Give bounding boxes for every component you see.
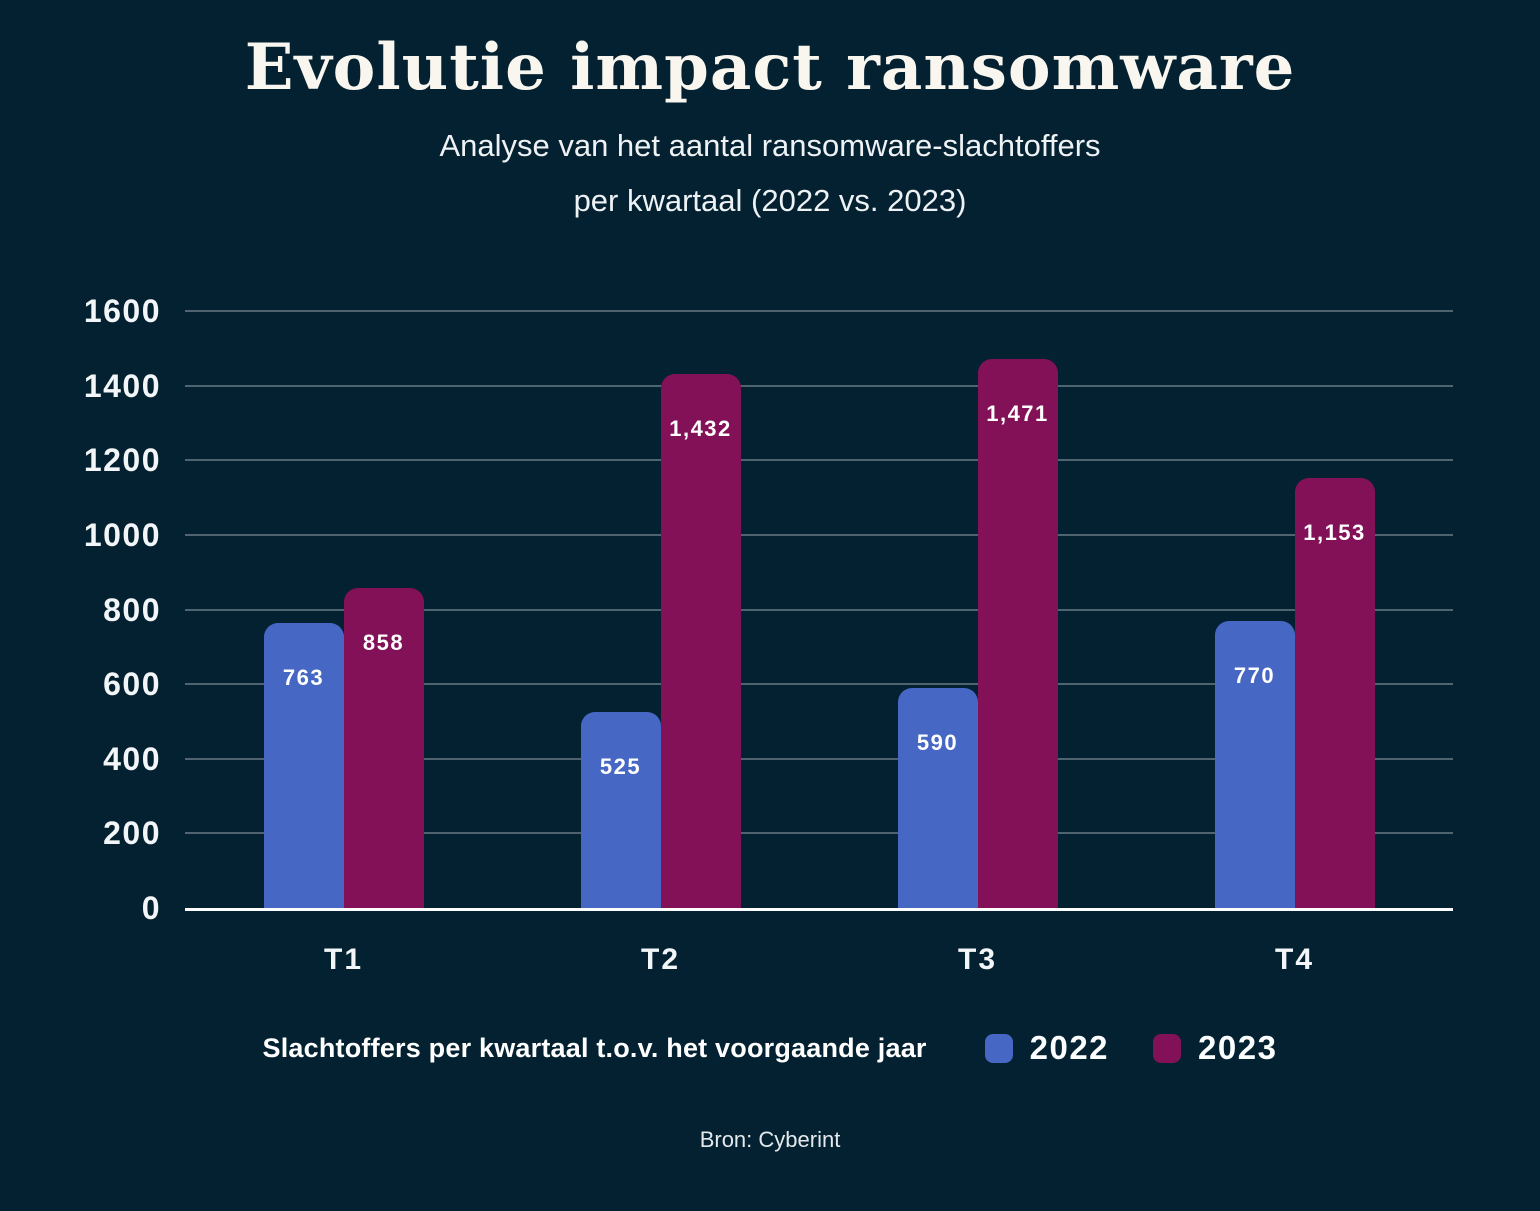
bar-2023-T1: 858 [343,587,424,908]
value-label-2022-T3: 590 [916,729,959,755]
gridline-400 [185,757,1453,760]
y-tick-label-1200: 1200 [83,442,161,479]
y-tick-label-1400: 1400 [83,367,161,404]
gridline-1600 [185,310,1453,312]
chart-subtitle: Analyse van het aantal ransomware-slacht… [0,118,1540,228]
gridline-200 [185,832,1453,835]
bar-2022-T4: 770 [1214,620,1295,908]
gridline-1000 [185,533,1453,536]
y-tick-label-1600: 1600 [83,293,161,329]
gridline-1200 [185,459,1453,462]
bar-2023-T2: 1,432 [660,373,741,908]
x-tick-label-T1: T1 [323,943,364,976]
gridline-1400 [185,384,1453,387]
y-tick-label-0: 0 [141,890,161,926]
legend-item-2023: 2023 [1153,1029,1277,1067]
legend-swatch-2023 [1153,1033,1182,1063]
ransomware-infographic: Evolutie impact ransomware Analyse van h… [0,30,1540,1211]
bar-group-T2: 525 1,432 [580,311,741,908]
x-tick-label-T2: T2 [640,943,681,976]
bar-2022-T1: 763 [263,623,344,908]
bar-group-T1: 763 858 [263,311,424,908]
bar-2023-T4: 1,153 [1294,477,1375,908]
bar-2022-T3: 590 [897,687,978,908]
y-tick-label-600: 600 [103,666,161,703]
y-tick-label-400: 400 [103,740,161,777]
x-axis-labels: T1 T2 T3 T4 [185,943,1453,983]
y-tick-label-1000: 1000 [83,516,161,553]
chart-subtitle-line1: Analyse van het aantal ransomware-slacht… [439,128,1101,163]
legend-swatch-2022 [984,1033,1013,1063]
page-title: Evolutie impact ransomware [244,30,1296,105]
value-label-2022-T2: 525 [599,754,642,780]
x-tick-label-T3: T3 [957,943,998,976]
gridline-600 [185,683,1453,686]
legend-label-2023: 2023 [1198,1029,1278,1066]
legend-caption: Slachtoffers per kwartaal t.o.v. het voo… [262,1032,927,1063]
legend-item-2022: 2022 [984,1029,1110,1067]
source-attribution: Bron: Cyberint [699,1127,841,1152]
legend: Slachtoffers per kwartaal t.o.v. het voo… [0,1029,1540,1067]
bar-group-T4: 770 1,153 [1214,311,1375,908]
value-label-2022-T4: 770 [1233,662,1276,688]
legend-items: 2022 2023 [984,1029,1278,1067]
x-tick-label-T4: T4 [1274,943,1315,976]
gridline-800 [185,608,1453,611]
y-tick-label-800: 800 [103,591,161,628]
value-label-2023-T2: 1,432 [669,415,732,441]
chart-subtitle-line2: per kwartaal (2022 vs. 2023) [573,183,967,218]
bar-2023-T3: 1,471 [977,359,1058,908]
value-label-2023-T1: 858 [362,629,405,655]
bar-group-T3: 590 1,471 [897,311,1058,908]
value-label-2022-T1: 763 [282,665,325,691]
y-tick-label-200: 200 [103,815,161,852]
value-label-2023-T3: 1,471 [986,401,1049,427]
legend-label-2022: 2022 [1029,1029,1110,1066]
plot-area: 1600 1400 1200 1000 800 600 400 200 0 763 858 525 1,… [84,295,1453,924]
bar-chart: 1600 1400 1200 1000 800 600 400 200 0 763 858 525 1,… [84,295,1453,983]
bar-2022-T2: 525 [580,712,661,908]
value-label-2023-T4: 1,153 [1303,519,1366,545]
